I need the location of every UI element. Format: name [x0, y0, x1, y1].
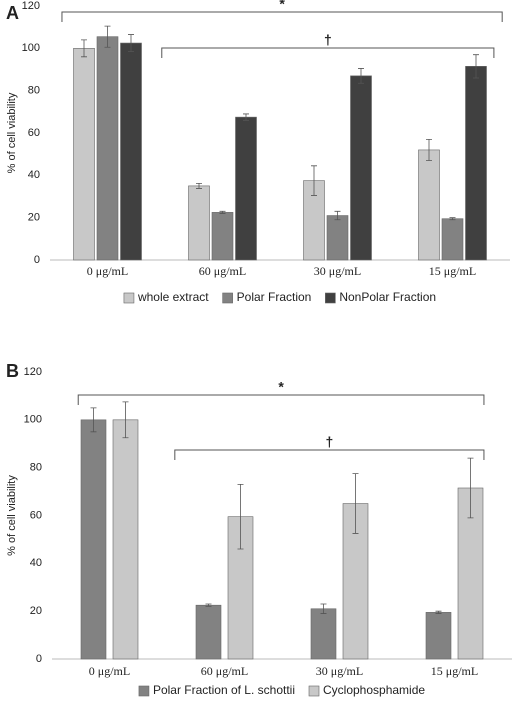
- bar: [235, 116, 257, 261]
- error-bar: [320, 603, 327, 614]
- legend-swatch: [222, 292, 233, 304]
- error-bar: [358, 68, 364, 84]
- legend: Polar Fraction of L. schottii Cyclophosph…: [138, 683, 425, 697]
- error-bar: [196, 182, 202, 189]
- bar: [211, 212, 234, 261]
- significance-bracket: [77, 394, 485, 405]
- x-tick-label: 0 μg/mL: [89, 664, 130, 678]
- significance-label: *: [278, 379, 284, 395]
- significance-bracket: [161, 47, 495, 58]
- panel-label: A: [6, 3, 19, 23]
- legend: whole extract Polar Fraction NonPolar Frac…: [123, 290, 436, 304]
- legend-label: Cyclophosphamide: [323, 683, 425, 697]
- legend-label: NonPolar Fraction: [339, 290, 436, 304]
- error-bar: [205, 603, 212, 607]
- y-axis-title: % of cell viability: [6, 475, 18, 556]
- bar: [195, 604, 222, 660]
- y-tick-label: 60: [28, 127, 40, 139]
- y-tick-label: 20: [30, 605, 42, 617]
- bar: [73, 48, 95, 261]
- y-tick-label: 120: [22, 0, 40, 12]
- y-tick-label: 100: [24, 414, 42, 426]
- significance-label: †: [324, 32, 332, 48]
- legend-swatch: [325, 292, 336, 304]
- error-bar: [352, 473, 359, 534]
- error-bar: [243, 113, 249, 121]
- bar: [425, 612, 452, 660]
- error-bar: [426, 138, 432, 161]
- x-tick-label: 30 μg/mL: [316, 664, 363, 678]
- y-tick-label: 40: [28, 169, 40, 181]
- legend-label: whole extract: [137, 290, 209, 304]
- bar: [418, 149, 440, 261]
- legend-label: Polar Fraction: [237, 290, 312, 304]
- legend-label: Polar Fraction of L. schottii: [153, 683, 295, 697]
- y-tick-label: 80: [28, 85, 40, 97]
- bar: [188, 185, 210, 261]
- y-tick-label: 80: [30, 462, 42, 474]
- significance-label: *: [279, 0, 285, 12]
- bar: [465, 66, 487, 261]
- x-tick-label: 15 μg/mL: [429, 264, 476, 278]
- y-tick-label: 0: [36, 653, 42, 665]
- error-bar: [237, 484, 244, 550]
- bar: [120, 42, 142, 261]
- y-tick-label: 0: [34, 254, 40, 266]
- x-tick-label: 60 μg/mL: [199, 264, 246, 278]
- bar: [112, 419, 139, 660]
- y-axis-title: % of cell viability: [6, 92, 18, 173]
- legend-swatch: [123, 292, 135, 304]
- error-bar: [334, 210, 341, 221]
- significance-bracket: [174, 449, 485, 460]
- error-bar: [104, 25, 111, 48]
- error-bar: [122, 401, 129, 439]
- x-tick-label: 60 μg/mL: [201, 664, 248, 678]
- bar: [441, 218, 464, 261]
- y-tick-label: 40: [30, 557, 42, 569]
- error-bar: [90, 407, 97, 433]
- legend-swatch: [308, 685, 320, 697]
- error-bar: [473, 54, 479, 79]
- y-tick-label: 60: [30, 509, 42, 521]
- bar: [80, 419, 107, 660]
- error-bar: [435, 610, 442, 614]
- legend-swatch: [138, 685, 150, 697]
- y-tick-label: 120: [24, 366, 42, 378]
- x-tick-label: 0 μg/mL: [87, 264, 128, 278]
- significance-label: †: [325, 434, 333, 450]
- y-tick-label: 100: [22, 42, 40, 54]
- bar: [310, 608, 337, 660]
- panel-label: B: [6, 361, 19, 381]
- error-bar: [128, 34, 134, 52]
- bar: [326, 215, 349, 261]
- bar: [96, 36, 119, 261]
- error-bar: [311, 165, 317, 196]
- x-tick-label: 30 μg/mL: [314, 264, 361, 278]
- y-tick-label: 20: [28, 212, 40, 224]
- error-bar: [81, 39, 87, 58]
- x-tick-label: 15 μg/mL: [431, 664, 478, 678]
- error-bar: [449, 217, 456, 221]
- error-bar: [219, 210, 226, 214]
- bar: [350, 75, 372, 261]
- error-bar: [467, 457, 474, 519]
- significance-bracket: [61, 11, 503, 22]
